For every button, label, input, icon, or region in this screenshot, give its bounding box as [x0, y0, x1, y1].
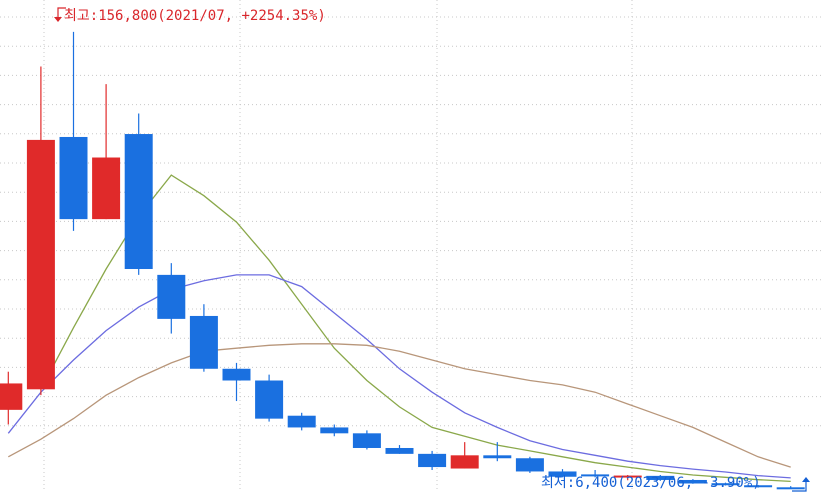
candle-body-16	[515, 458, 544, 472]
candle-body-20	[646, 475, 675, 480]
candle-body-12	[385, 447, 414, 454]
candle-body-23	[744, 485, 773, 488]
candle-body-14	[450, 455, 479, 469]
high-marker-arrowhead	[54, 17, 62, 22]
candle-body-8	[255, 380, 284, 419]
candle-body-6	[189, 315, 218, 369]
low-label: 최저	[541, 475, 567, 491]
candle-body-21	[678, 479, 707, 484]
candles	[0, 31, 805, 490]
candle-body-2	[59, 136, 88, 220]
low-marker-arrow-line	[792, 480, 807, 492]
extreme-markers	[54, 7, 810, 492]
candle-body-17	[548, 471, 577, 477]
candle-body-11	[352, 433, 381, 448]
high-value: :156,800(2021/07, +2254.35%)	[89, 8, 326, 24]
candle-body-24	[776, 487, 805, 490]
moving-average-lines	[7, 174, 791, 483]
candle-body-1	[26, 139, 55, 390]
high-price-annotation: 최고:156,800(2021/07, +2254.35%)	[64, 5, 326, 25]
moving-average-line-0	[40, 174, 791, 483]
low-marker-arrowhead	[802, 477, 810, 482]
candle-body-15	[483, 455, 512, 459]
candle-body-9	[287, 415, 316, 428]
candle-body-19	[613, 475, 642, 478]
candle-body-7	[222, 368, 251, 381]
candle-body-22	[711, 483, 740, 486]
candle-body-10	[320, 427, 349, 434]
candle-body-5	[157, 274, 186, 319]
candle-body-13	[418, 453, 447, 468]
high-marker-arrow-line	[57, 7, 66, 19]
low-value: :6,400(2023/06, -3.90%)	[566, 475, 761, 491]
candle-body-0	[0, 383, 23, 410]
candle-body-3	[92, 157, 121, 220]
candle-body-18	[581, 474, 610, 477]
moving-average-line-1	[7, 274, 791, 479]
moving-average-line-2	[7, 343, 791, 468]
low-price-annotation: 최저:6,400(2023/06, -3.90%)	[541, 472, 761, 492]
high-label: 최고	[64, 8, 90, 24]
candle-body-4	[124, 134, 153, 270]
